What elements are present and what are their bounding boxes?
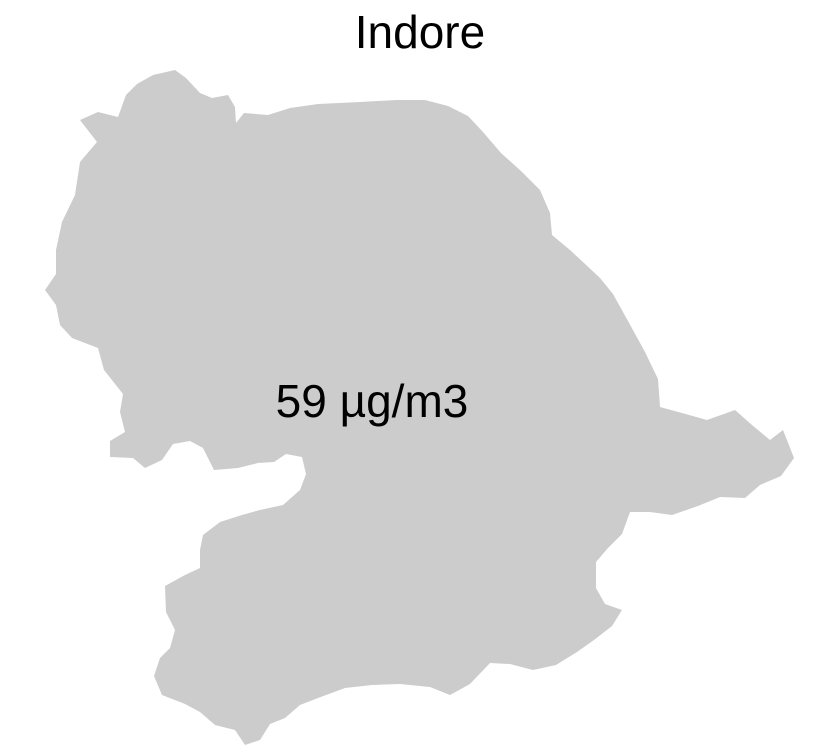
map-title: Indore <box>354 6 486 58</box>
region-indore <box>45 70 794 745</box>
pollution-value-label: 59 µg/m3 <box>275 375 469 427</box>
